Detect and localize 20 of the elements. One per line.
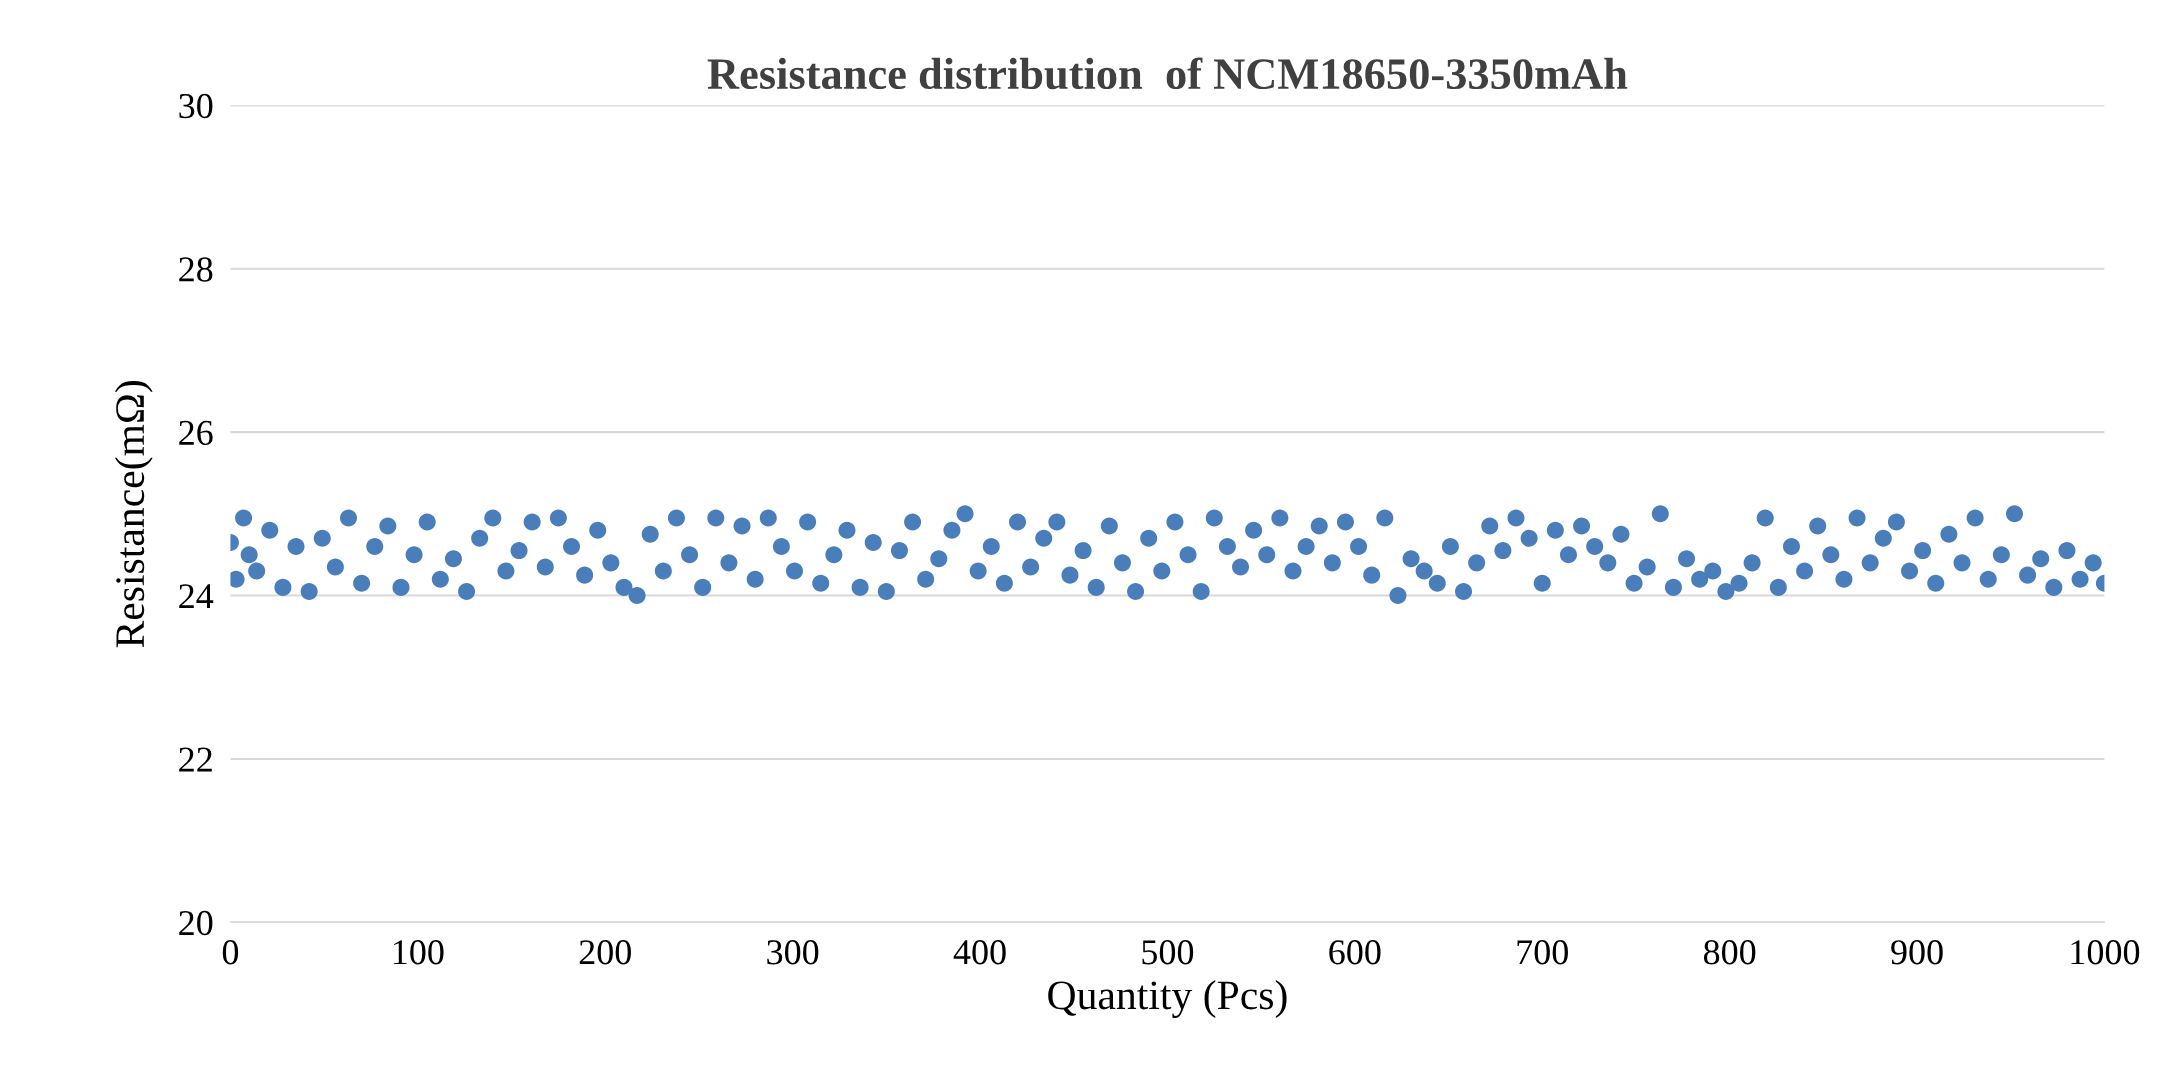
x-tick-label: 300 <box>767 940 819 965</box>
y-tick-label: 28 <box>179 257 213 282</box>
y-tick-label: 24 <box>179 584 214 609</box>
y-tick-label: 26 <box>179 420 213 446</box>
x-tick-label: 0 <box>222 940 239 965</box>
chart-title: Resistance distribution of NCM18650-3350mAh <box>707 57 1628 90</box>
x-tick-label: 800 <box>1703 940 1756 965</box>
x-tick-label: 600 <box>1329 940 1381 965</box>
y-tick-label: 20 <box>179 910 213 936</box>
y-axis-title: Resistance(mΩ) <box>114 381 153 648</box>
x-tick-label: 400 <box>953 940 1006 965</box>
x-tick-label: 200 <box>579 940 631 965</box>
x-tick-label: 100 <box>393 940 444 965</box>
y-tick-label: 30 <box>179 93 213 119</box>
x-tick-label: 900 <box>1891 940 1943 965</box>
x-tick-label: 1000 <box>2071 940 2140 965</box>
x-axis-title: Quantity (Pcs) <box>1048 980 1287 1018</box>
x-tick-label: 700 <box>1517 940 1568 965</box>
y-tick-label: 22 <box>179 747 212 772</box>
x-tick-label: 500 <box>1142 940 1194 965</box>
